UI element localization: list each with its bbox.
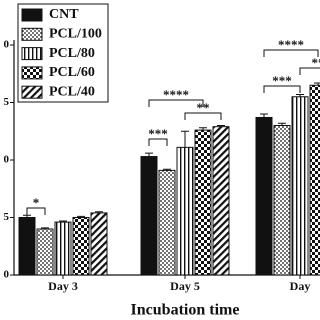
bar [309,84,320,276]
significance-label: ** [312,55,320,70]
legend-label: PCL/100 [49,27,102,42]
legend-swatch [21,85,43,99]
significance-bracket [184,112,222,120]
significance-bracket [263,49,319,57]
bar [273,125,291,276]
legend-swatch [21,8,43,22]
y-tick-label: 0 [4,39,10,51]
bar [72,217,90,276]
error-bar [181,130,189,148]
y-tick-label: 0 [4,269,10,281]
legend-swatch [21,66,43,80]
legend-label: CNT [49,7,79,22]
significance-label: **** [163,87,189,102]
y-tick-label: 5 [4,211,10,223]
bar [194,129,212,276]
legend-label: PCL/40 [49,84,95,99]
bar [140,156,158,276]
error-bar [296,93,304,97]
significance-bracket [263,85,301,93]
bar [212,126,230,276]
bar [90,212,108,276]
significance-bracket [148,99,204,107]
y-tick-label: 0 [4,154,10,166]
significance-bracket [299,67,320,75]
significance-label: ** [197,100,210,115]
x-axis-title: Incubation time [131,302,240,319]
x-tick-label: Day 3 [48,279,78,293]
significance-bracket [26,207,46,215]
error-bar [278,122,286,126]
bar [158,169,176,276]
bar [36,228,54,276]
error-bar [217,125,225,127]
bar [291,96,309,276]
error-bar [260,113,268,118]
bar [54,221,72,276]
legend-swatch [21,47,43,61]
significance-label: **** [278,37,304,52]
error-bar [41,227,49,229]
legend-swatch [21,27,43,41]
error-bar [163,168,171,171]
bar [176,146,194,276]
error-bar [145,152,153,157]
x-tick-label: Day 5 [170,279,200,293]
bar [255,116,273,276]
legend-label: PCL/60 [49,65,95,80]
legend-label: PCL/80 [49,46,95,61]
significance-label: * [33,195,40,210]
error-bar [77,215,85,218]
x-tick-label: Day [290,279,311,293]
error-bar [59,220,67,223]
significance-bracket [148,138,168,146]
significance-label: *** [272,73,292,88]
error-bar [314,82,320,86]
y-tick-label: 5 [4,96,10,108]
error-bar [23,214,31,218]
error-bar [95,211,103,213]
bar [18,217,36,276]
error-bar [199,127,207,131]
significance-label: *** [148,126,168,141]
